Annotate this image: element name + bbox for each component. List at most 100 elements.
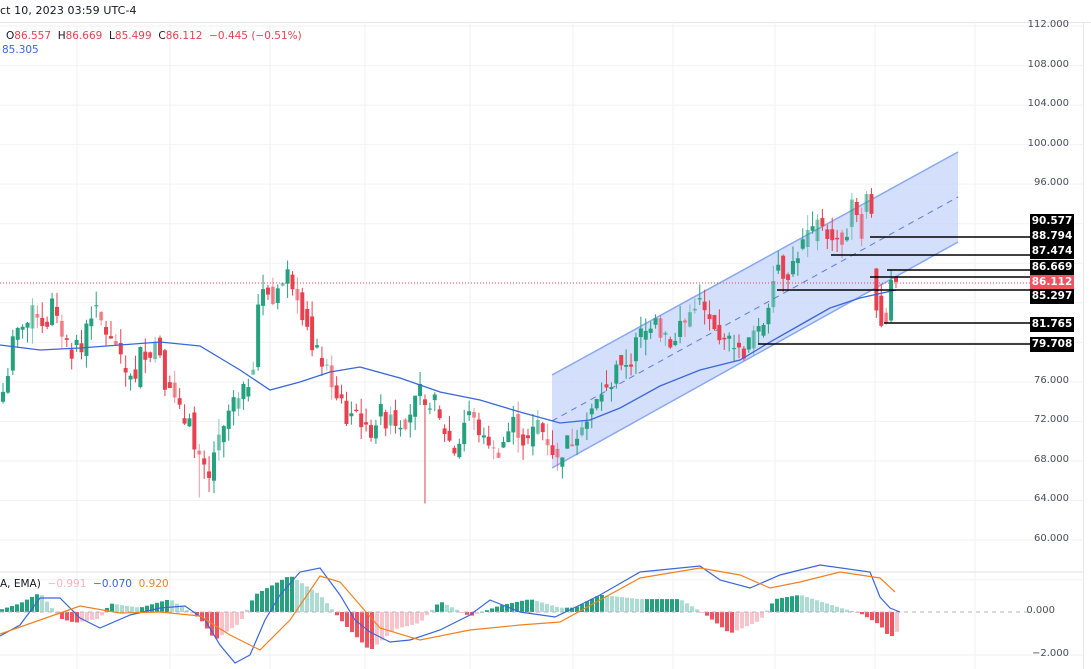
macd-histogram-bar xyxy=(305,586,309,612)
macd-histogram-bar xyxy=(475,612,479,614)
macd-histogram-bar xyxy=(25,599,29,612)
candle-body xyxy=(609,386,614,389)
candle-body xyxy=(864,194,869,212)
candle-body xyxy=(619,354,624,366)
candle-body xyxy=(457,443,462,458)
macd-histogram-bar xyxy=(100,612,104,616)
candle-body xyxy=(692,308,697,311)
macd-line-value: −0.070 xyxy=(93,578,132,590)
macd-legend-label: A, EMA) xyxy=(0,578,41,590)
channel-midline xyxy=(551,196,959,422)
candle-body xyxy=(496,452,501,458)
macd-histogram-bar xyxy=(60,612,64,620)
macd-histogram-bar xyxy=(685,603,689,612)
candle-body xyxy=(251,369,256,375)
macd-histogram-bar xyxy=(575,606,579,612)
macd-histogram-bar xyxy=(895,612,899,632)
candle-body xyxy=(368,425,373,438)
macd-histogram-bar xyxy=(370,612,374,649)
macd-histogram-bar xyxy=(95,612,99,619)
macd-histogram-bar xyxy=(150,604,154,612)
candle-body xyxy=(261,289,266,306)
candle-body xyxy=(447,430,452,441)
macd-histogram-bar xyxy=(325,603,329,612)
candle-body xyxy=(398,427,403,430)
change-value: −0.445 (−0.51%) xyxy=(209,30,302,42)
candle-body xyxy=(59,320,64,337)
macd-histogram-bar xyxy=(660,599,664,612)
high-label: H xyxy=(57,30,66,42)
macd-histogram-bar xyxy=(390,612,394,632)
candle-body xyxy=(118,343,123,355)
close-label: C xyxy=(158,30,166,42)
candle-body xyxy=(172,382,177,398)
candle-body xyxy=(216,434,221,451)
candle-body xyxy=(315,345,320,348)
channel-upper-line xyxy=(551,151,959,376)
macd-histogram-bar xyxy=(375,612,379,645)
ohlc-legend: O86.557 H86.669 L85.499 C86.112 −0.445 (… xyxy=(2,30,302,56)
macd-histogram-bar xyxy=(230,612,234,629)
candle-body xyxy=(256,304,261,368)
candle-body xyxy=(427,408,432,410)
macd-histogram-bar xyxy=(500,605,504,612)
candle-body xyxy=(462,422,467,445)
candle-body xyxy=(1,391,5,402)
candle-body xyxy=(653,318,658,325)
macd-histogram-bar xyxy=(505,604,509,612)
macd-histogram-bar xyxy=(400,612,404,628)
macd-histogram-bar xyxy=(245,609,249,612)
candle-body xyxy=(717,324,722,341)
candle-body xyxy=(756,326,761,332)
candle-body xyxy=(99,311,104,321)
candle-body xyxy=(629,364,634,367)
macd-histogram-bar xyxy=(795,595,799,612)
macd-histogram-bar xyxy=(250,600,254,612)
candle-body xyxy=(683,320,688,323)
candle-body xyxy=(712,314,717,330)
candle-body xyxy=(378,403,383,417)
macd-histogram-bar xyxy=(870,612,874,621)
candle-body xyxy=(678,320,683,337)
candle-body xyxy=(452,447,457,454)
macd-histogram-bar xyxy=(70,612,74,622)
candle-body xyxy=(555,448,560,458)
macd-histogram-bar xyxy=(650,599,654,612)
candle-body xyxy=(310,316,315,351)
candle-body xyxy=(535,419,540,434)
macd-histogram-bar xyxy=(600,595,604,612)
macd-histogram-bar xyxy=(220,612,224,636)
price-axis-border xyxy=(1083,22,1084,669)
macd-histogram-bar xyxy=(460,612,464,613)
price-axis-tick: 60.000 xyxy=(1034,533,1069,545)
macd-histogram-bar xyxy=(240,612,244,620)
price-axis-tick: 96.000 xyxy=(1034,177,1069,189)
candle-body xyxy=(663,332,668,335)
candle-body xyxy=(339,394,344,399)
macd-histogram-bar xyxy=(785,597,789,612)
price-axis-tick: 72.000 xyxy=(1034,414,1069,426)
macd-histogram-bar xyxy=(85,612,89,621)
macd-histogram-bar xyxy=(670,599,674,612)
macd-histogram-bar xyxy=(180,606,184,612)
macd-histogram-bar xyxy=(270,585,274,612)
macd-histogram-bar xyxy=(515,601,519,612)
price-axis-tick: 100.000 xyxy=(1027,137,1069,149)
macd-histogram-bar xyxy=(875,612,879,624)
macd-histogram-bar xyxy=(890,612,894,637)
candle-body xyxy=(589,408,594,415)
macd-histogram-bar xyxy=(135,607,139,612)
candle-body xyxy=(265,287,270,295)
candle-body xyxy=(879,295,884,326)
candle-body xyxy=(550,445,555,456)
candle-body xyxy=(20,326,25,330)
ma-value: 85.305 xyxy=(2,44,39,56)
candle-body xyxy=(25,322,30,328)
macd-histogram-bar xyxy=(595,596,599,612)
candle-body xyxy=(408,414,413,423)
candle-body xyxy=(643,330,648,340)
candle-body xyxy=(50,298,55,325)
candle-body xyxy=(761,324,766,336)
macd-histogram-bar xyxy=(620,597,624,612)
